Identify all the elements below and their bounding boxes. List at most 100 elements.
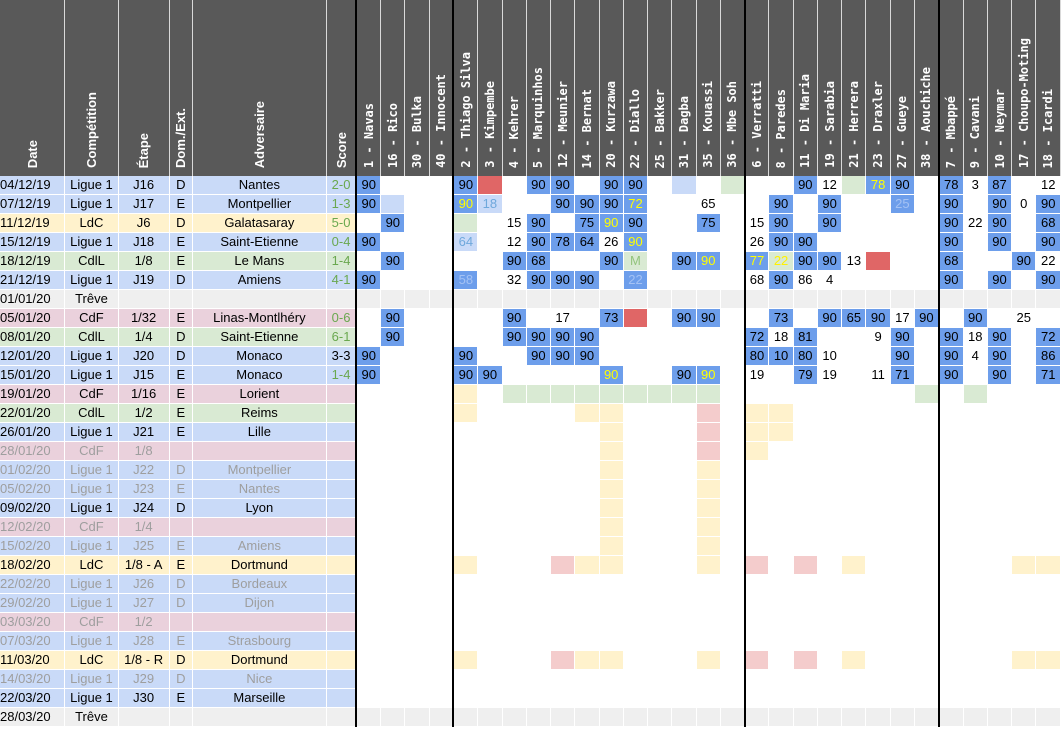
player-match-cell[interactable]	[550, 403, 576, 423]
player-match-cell[interactable]	[526, 365, 552, 385]
player-match-cell[interactable]	[720, 327, 746, 347]
player-match-cell[interactable]	[696, 422, 721, 442]
player-match-cell[interactable]	[890, 384, 916, 404]
player-match-cell[interactable]	[865, 650, 891, 670]
player-match-cell[interactable]	[1035, 403, 1061, 423]
player-match-cell[interactable]	[1035, 688, 1061, 708]
player-match-cell[interactable]	[502, 574, 527, 594]
player-match-cell[interactable]	[574, 289, 600, 309]
player-match-cell[interactable]	[574, 422, 600, 442]
player-match-cell[interactable]	[963, 403, 988, 423]
player-match-cell[interactable]: 22	[1035, 251, 1061, 271]
player-match-cell[interactable]	[914, 612, 940, 632]
player-match-cell[interactable]	[429, 327, 455, 347]
player-match-cell[interactable]	[647, 479, 673, 499]
player-match-cell[interactable]	[671, 479, 697, 499]
player-match-cell[interactable]	[477, 403, 503, 423]
player-match-cell[interactable]	[429, 251, 455, 271]
player-match-cell[interactable]	[841, 384, 867, 404]
player-column-header[interactable]: 38 - Aouchiche	[914, 0, 940, 176]
player-match-cell[interactable]	[550, 650, 576, 670]
player-match-cell[interactable]	[453, 631, 479, 651]
player-match-cell[interactable]	[1011, 669, 1037, 689]
player-match-cell[interactable]	[502, 441, 527, 461]
player-match-cell[interactable]: 90	[817, 194, 843, 214]
player-match-cell[interactable]	[865, 517, 891, 537]
player-column-header[interactable]: 1 - Navas	[356, 0, 382, 176]
player-match-cell[interactable]: 18	[768, 327, 794, 347]
player-match-cell[interactable]	[356, 498, 382, 518]
player-match-cell[interactable]	[356, 574, 382, 594]
player-match-cell[interactable]	[744, 460, 770, 480]
player-match-cell[interactable]: 90	[453, 365, 479, 385]
player-match-cell[interactable]	[502, 650, 527, 670]
player-match-cell[interactable]: 71	[1035, 365, 1061, 385]
player-match-cell[interactable]	[841, 669, 867, 689]
player-match-cell[interactable]	[574, 251, 600, 271]
player-match-cell[interactable]	[380, 365, 406, 385]
player-match-cell[interactable]	[404, 251, 430, 271]
player-match-cell[interactable]: 90	[550, 194, 576, 214]
player-match-cell[interactable]	[1035, 289, 1061, 309]
player-match-cell[interactable]	[744, 384, 770, 404]
player-match-cell[interactable]	[987, 460, 1013, 480]
player-match-cell[interactable]	[865, 232, 891, 252]
player-match-cell[interactable]	[647, 441, 673, 461]
player-match-cell[interactable]	[502, 365, 527, 385]
player-match-cell[interactable]	[356, 403, 382, 423]
player-column-header[interactable]: 21 - Herrera	[841, 0, 867, 176]
player-match-cell[interactable]	[356, 517, 382, 537]
player-match-cell[interactable]	[380, 289, 406, 309]
col-header-date[interactable]: Date	[0, 0, 66, 176]
player-match-cell[interactable]	[453, 479, 479, 499]
player-match-cell[interactable]	[647, 536, 673, 556]
player-column-header[interactable]: 6 - Verratti	[744, 0, 770, 176]
player-match-cell[interactable]	[526, 555, 552, 575]
player-match-cell[interactable]	[526, 688, 552, 708]
player-match-cell[interactable]	[671, 422, 697, 442]
player-match-cell[interactable]	[623, 555, 649, 575]
player-match-cell[interactable]	[963, 688, 988, 708]
player-match-cell[interactable]	[720, 707, 746, 727]
player-match-cell[interactable]	[817, 536, 843, 556]
player-match-cell[interactable]	[404, 479, 430, 499]
player-match-cell[interactable]	[963, 422, 988, 442]
player-match-cell[interactable]: 77	[744, 251, 770, 271]
player-match-cell[interactable]	[890, 289, 916, 309]
player-match-cell[interactable]	[526, 536, 552, 556]
player-match-cell[interactable]	[356, 631, 382, 651]
player-match-cell[interactable]	[1011, 232, 1037, 252]
player-match-cell[interactable]	[550, 422, 576, 442]
player-match-cell[interactable]	[429, 536, 455, 556]
player-column-header[interactable]: 2 - Thiago Silva	[453, 0, 479, 176]
player-match-cell[interactable]: 90	[768, 270, 794, 290]
player-match-cell[interactable]: 90	[526, 213, 552, 233]
player-match-cell[interactable]	[599, 688, 624, 708]
player-match-cell[interactable]	[356, 479, 382, 499]
player-match-cell[interactable]	[526, 384, 552, 404]
player-match-cell[interactable]: 90	[793, 232, 818, 252]
player-match-cell[interactable]	[404, 176, 430, 195]
player-match-cell[interactable]	[429, 403, 455, 423]
player-match-cell[interactable]	[599, 707, 624, 727]
player-match-cell[interactable]	[453, 498, 479, 518]
player-match-cell[interactable]	[404, 612, 430, 632]
player-match-cell[interactable]	[1035, 707, 1061, 727]
player-match-cell[interactable]	[865, 631, 891, 651]
player-match-cell[interactable]	[890, 441, 916, 461]
player-match-cell[interactable]: 90	[380, 308, 406, 328]
player-match-cell[interactable]	[987, 688, 1013, 708]
player-match-cell[interactable]	[987, 251, 1013, 271]
player-column-header[interactable]: 16 - Rico	[380, 0, 406, 176]
player-match-cell[interactable]: 80	[793, 346, 818, 366]
player-match-cell[interactable]: 25	[1011, 308, 1037, 328]
player-match-cell[interactable]: M	[623, 251, 649, 271]
player-match-cell[interactable]	[380, 650, 406, 670]
player-match-cell[interactable]	[793, 612, 818, 632]
player-match-cell[interactable]	[890, 707, 916, 727]
player-match-cell[interactable]	[938, 631, 964, 651]
player-match-cell[interactable]: 87	[987, 176, 1013, 195]
player-match-cell[interactable]	[938, 612, 964, 632]
match-row[interactable]: 01/01/20 Trêve	[0, 289, 1061, 309]
player-match-cell[interactable]	[793, 650, 818, 670]
